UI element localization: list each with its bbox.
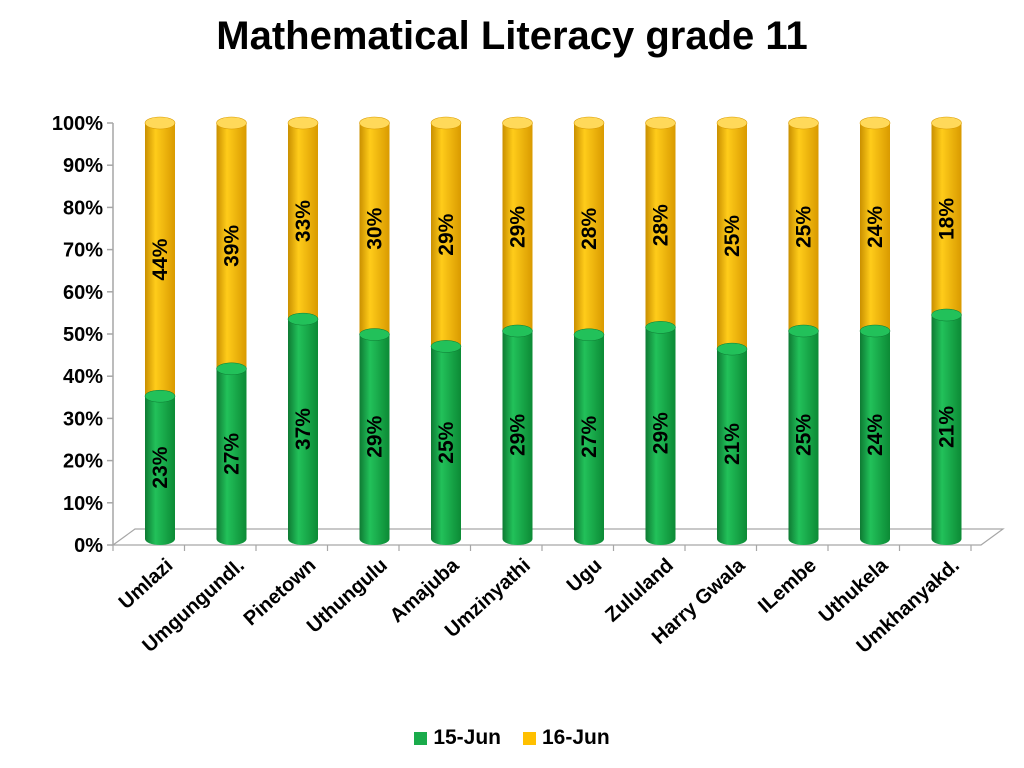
bar-16-jun: [145, 117, 175, 403]
bar-top-cap: [573, 116, 605, 130]
y-tick-label: 40%: [63, 366, 103, 388]
chart-title: Mathematical Literacy grade 11: [216, 14, 808, 58]
bar-16-jun: [288, 117, 318, 326]
data-label-16-jun: 28%: [650, 204, 673, 246]
bar-top-cap: [859, 116, 891, 130]
data-label-16-jun: 25%: [721, 215, 744, 257]
legend: 15-Jun 16-Jun: [0, 726, 1024, 750]
bar-15-jun: [645, 321, 676, 545]
data-label-15-jun: 23%: [149, 446, 172, 488]
bar-15-jun: [145, 390, 175, 545]
y-tick-label: 100%: [52, 113, 103, 135]
bar-segment-cap: [287, 312, 319, 326]
bar-16-jun: [431, 117, 461, 353]
bar-segment-cap: [859, 324, 891, 338]
bar-top-cap: [645, 116, 676, 130]
data-label-15-jun: 24%: [864, 414, 887, 456]
x-category-label: Umlazi: [115, 554, 178, 613]
data-label-15-jun: 29%: [364, 415, 387, 457]
bar-16-jun: [502, 117, 533, 337]
bar-segment-cap: [573, 328, 605, 342]
legend-label: 16-Jun: [542, 726, 610, 749]
x-category-label: Ugu: [563, 554, 607, 596]
data-label-15-jun: 21%: [936, 406, 959, 448]
data-label-16-jun: 29%: [507, 206, 530, 248]
y-tick-label: 50%: [63, 324, 103, 346]
bar-15-jun: [216, 362, 247, 545]
bar-top-cap: [931, 116, 962, 130]
bar-15-jun: [288, 313, 318, 545]
bar-segment-cap: [645, 321, 676, 334]
bar-15-jun: [431, 340, 461, 545]
data-label-16-jun: 24%: [864, 206, 887, 248]
bar-top-cap: [216, 116, 247, 130]
bar-segment-cap: [716, 342, 748, 356]
bar-15-jun: [502, 325, 533, 545]
y-tick-label: 10%: [63, 493, 103, 515]
data-label-15-jun: 25%: [435, 421, 458, 463]
data-label-15-jun: 29%: [507, 414, 530, 456]
bar-15-jun: [574, 328, 604, 545]
y-tick-label: 30%: [63, 408, 103, 430]
bar-top-cap: [144, 116, 176, 130]
bar-15-jun: [788, 325, 819, 545]
bar-16-jun: [717, 117, 747, 356]
bar-top-cap: [788, 116, 819, 130]
bar-16-jun: [788, 117, 819, 337]
data-label-15-jun: 27%: [578, 416, 601, 458]
data-label-16-jun: 30%: [364, 207, 387, 249]
data-label-15-jun: 21%: [721, 423, 744, 465]
x-category-label: ILembe: [754, 554, 821, 617]
bar-16-jun: [645, 117, 676, 334]
bar-15-jun: [359, 328, 390, 545]
legend-item: 15-Jun: [414, 726, 501, 750]
data-label-16-jun: 25%: [793, 206, 816, 248]
bar-top-cap: [502, 116, 533, 130]
data-label-16-jun: 33%: [292, 200, 315, 242]
data-label-16-jun: 44%: [149, 238, 172, 280]
bar-16-jun: [860, 117, 890, 337]
bar-segment-cap: [430, 340, 462, 353]
y-tick-label: 70%: [63, 240, 103, 262]
bar-segment-cap: [931, 308, 962, 322]
legend-swatch: [523, 731, 536, 745]
y-tick-label: 90%: [63, 155, 103, 177]
data-label-15-jun: 37%: [292, 408, 315, 450]
data-label-15-jun: 25%: [793, 414, 816, 456]
y-tick-label: 0%: [74, 535, 103, 557]
bar-segment-cap: [216, 362, 247, 376]
bar-top-cap: [287, 116, 319, 130]
data-label-16-jun: 29%: [435, 213, 458, 255]
y-tick-label: 80%: [63, 197, 103, 219]
bar-top-cap: [430, 116, 462, 130]
bar-segment-cap: [788, 324, 819, 338]
data-label-15-jun: 27%: [221, 433, 244, 475]
bar-15-jun: [860, 325, 890, 545]
bar-16-jun: [574, 117, 604, 341]
bar-segment-cap: [144, 389, 176, 403]
legend-swatch: [414, 731, 428, 745]
bar-16-jun: [359, 117, 390, 341]
legend-item: 16-Jun: [523, 726, 610, 750]
data-label-16-jun: 39%: [221, 225, 244, 267]
chart-floor: [111, 528, 1005, 546]
bar-top-cap: [716, 116, 748, 130]
y-tick-label: 20%: [63, 451, 103, 473]
y-tick-label: 60%: [63, 282, 103, 304]
bar-top-cap: [359, 116, 390, 130]
bar-16-jun: [216, 117, 247, 375]
bar-segment-cap: [359, 328, 390, 341]
bar-segment-cap: [502, 324, 533, 338]
data-label-16-jun: 18%: [936, 198, 959, 240]
legend-label: 15-Jun: [433, 726, 501, 749]
bar-16-jun: [931, 117, 962, 321]
data-label-15-jun: 29%: [650, 412, 673, 454]
bar-15-jun: [931, 309, 962, 545]
data-label-16-jun: 28%: [578, 208, 601, 250]
bar-15-jun: [717, 343, 747, 545]
